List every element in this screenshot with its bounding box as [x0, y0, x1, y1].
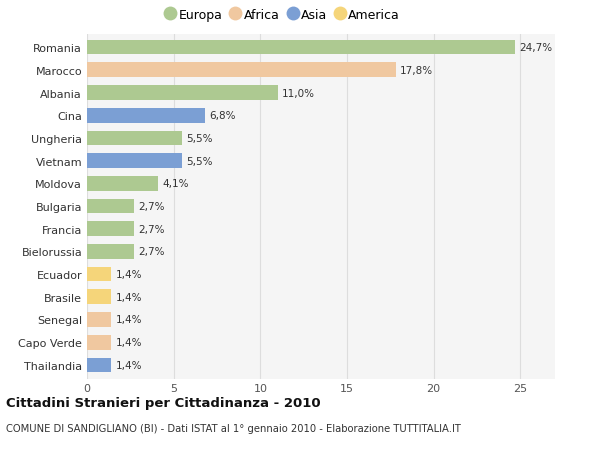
Text: 1,4%: 1,4%: [116, 337, 142, 347]
Text: 1,4%: 1,4%: [116, 292, 142, 302]
Text: 1,4%: 1,4%: [116, 315, 142, 325]
Text: 6,8%: 6,8%: [209, 111, 236, 121]
Text: 17,8%: 17,8%: [400, 66, 433, 76]
Text: 1,4%: 1,4%: [116, 269, 142, 280]
Text: 1,4%: 1,4%: [116, 360, 142, 370]
Bar: [87, 109, 205, 123]
Text: 2,7%: 2,7%: [138, 202, 164, 212]
Text: COMUNE DI SANDIGLIANO (BI) - Dati ISTAT al 1° gennaio 2010 - Elaborazione TUTTIT: COMUNE DI SANDIGLIANO (BI) - Dati ISTAT …: [6, 424, 461, 433]
Bar: [87, 63, 395, 78]
Bar: [87, 41, 515, 56]
Text: 2,7%: 2,7%: [138, 247, 164, 257]
Text: 2,7%: 2,7%: [138, 224, 164, 234]
Text: 5,5%: 5,5%: [187, 156, 213, 166]
Bar: [87, 267, 111, 282]
Bar: [87, 86, 278, 101]
Legend: Europa, Africa, Asia, America: Europa, Africa, Asia, America: [164, 6, 403, 24]
Bar: [87, 177, 158, 191]
Text: Cittadini Stranieri per Cittadinanza - 2010: Cittadini Stranieri per Cittadinanza - 2…: [6, 396, 320, 409]
Bar: [87, 245, 134, 259]
Bar: [87, 290, 111, 304]
Bar: [87, 199, 134, 214]
Bar: [87, 335, 111, 350]
Bar: [87, 358, 111, 372]
Text: 24,7%: 24,7%: [520, 43, 553, 53]
Text: 11,0%: 11,0%: [282, 88, 315, 98]
Bar: [87, 222, 134, 236]
Text: 4,1%: 4,1%: [163, 179, 189, 189]
Bar: [87, 131, 182, 146]
Bar: [87, 313, 111, 327]
Text: 5,5%: 5,5%: [187, 134, 213, 144]
Bar: [87, 154, 182, 168]
